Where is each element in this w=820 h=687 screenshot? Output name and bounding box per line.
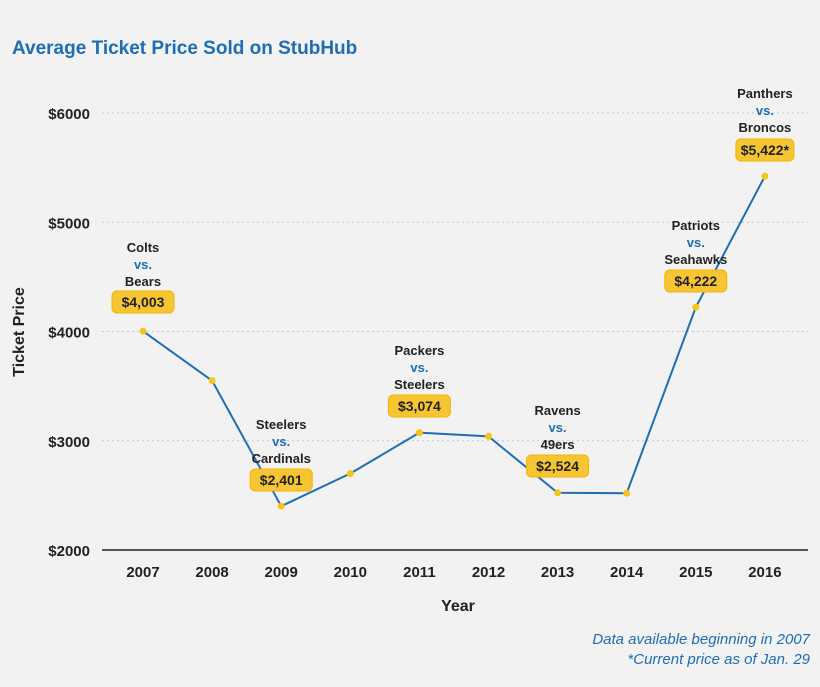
- x-axis-title: Year: [441, 598, 475, 615]
- team-label: Panthers: [737, 86, 793, 101]
- price-badge: [387, 394, 451, 418]
- team-label: Colts: [127, 240, 160, 255]
- x-tick-label: 2011: [403, 564, 436, 581]
- team-label: 49ers: [541, 437, 575, 452]
- footnote-data-start: Data available beginning in 2007: [592, 631, 810, 648]
- matchup-annotation: Panthers vs. Broncos $5,422*: [735, 86, 795, 162]
- data-point: [415, 429, 423, 437]
- matchup-annotation: Packers vs. Steelers $3,074: [387, 343, 451, 418]
- y-tick-label: $5000: [48, 215, 90, 232]
- y-tick-label: $2000: [48, 543, 90, 560]
- team-label: Bears: [125, 274, 161, 289]
- price-badge: [664, 269, 728, 293]
- data-point: [346, 470, 354, 478]
- y-axis-title: Ticket Price: [11, 287, 28, 377]
- matchup-annotation: Ravens vs. 49ers $2,524: [526, 403, 590, 478]
- data-point: [485, 432, 492, 440]
- price-line: [142, 175, 766, 508]
- price-badge-label: $4,003: [122, 294, 165, 310]
- team-label: Seahawks: [664, 252, 727, 267]
- data-point: [554, 489, 562, 497]
- price-badge: [111, 290, 175, 314]
- chart-title: Average Ticket Price Sold on StubHub: [12, 38, 358, 59]
- x-tick-label: 2009: [265, 564, 298, 581]
- vs-label: vs.: [410, 360, 428, 375]
- price-badge-label: $2,401: [260, 472, 303, 488]
- data-point: [208, 377, 216, 385]
- x-tick-label: 2007: [126, 564, 159, 581]
- y-tick-label: $6000: [48, 106, 90, 123]
- team-label: Steelers: [394, 377, 445, 392]
- y-tick-label: $3000: [48, 434, 90, 451]
- matchup-annotation: Patriots vs. Seahawks $4,222: [664, 218, 728, 293]
- price-badge: [249, 468, 313, 492]
- team-label: Ravens: [534, 403, 580, 418]
- price-badge-label: $3,074: [398, 398, 441, 414]
- matchup-annotation: Colts vs. Bears $4,003: [111, 240, 175, 314]
- team-label: Steelers: [256, 417, 307, 432]
- price-badge-label: $2,524: [536, 458, 579, 474]
- y-tick-label: $4000: [48, 325, 90, 342]
- x-tick-label: 2015: [679, 564, 712, 581]
- price-badge-label: $4,222: [674, 273, 717, 289]
- annotations: Colts vs. Bears $4,003 Steelers vs. Cardinals $…: [111, 86, 795, 492]
- vs-label: vs.: [272, 434, 290, 449]
- price-badge-label: $5,422*: [741, 142, 790, 158]
- vs-label: vs.: [549, 420, 567, 435]
- x-tick-label: 2012: [472, 564, 505, 581]
- data-point: [692, 303, 700, 311]
- data-point: [139, 327, 147, 335]
- team-label: Patriots: [672, 218, 720, 233]
- team-label: Cardinals: [252, 451, 311, 466]
- x-tick-label: 2014: [610, 564, 644, 581]
- x-tick-label: 2008: [195, 564, 228, 581]
- vs-label: vs.: [756, 103, 774, 118]
- matchup-annotation: Steelers vs. Cardinals $2,401: [249, 417, 313, 492]
- vs-label: vs.: [134, 257, 152, 272]
- x-tick-label: 2016: [748, 564, 781, 581]
- data-point: [623, 489, 631, 497]
- vs-label: vs.: [687, 235, 705, 250]
- x-tick-label: 2013: [541, 564, 574, 581]
- price-badge: [526, 454, 590, 478]
- team-label: Packers: [394, 343, 444, 358]
- axes: $2000 $3000 $4000 $5000 $6000 2007 2008 2009 201…: [11, 106, 808, 615]
- price-badge: [735, 138, 795, 162]
- x-tick-label: 2010: [334, 564, 367, 581]
- footnote-current-price: *Current price as of Jan. 29: [627, 651, 810, 668]
- series-line: [139, 172, 769, 510]
- team-label: Broncos: [739, 120, 792, 135]
- data-point: [761, 172, 769, 180]
- data-point: [277, 502, 285, 510]
